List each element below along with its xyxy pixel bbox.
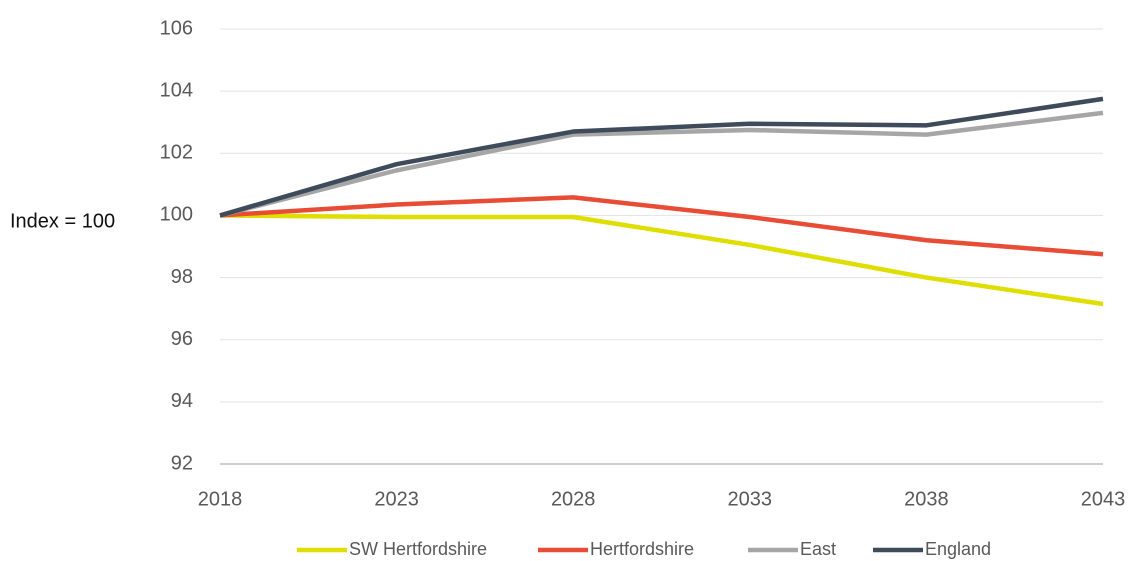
x-tick-label: 2038 (904, 488, 949, 510)
legend-label: Hertfordshire (590, 539, 694, 559)
y-tick-label: 102 (160, 142, 193, 164)
y-tick-label: 100 (160, 204, 193, 226)
x-tick-label: 2018 (198, 488, 243, 510)
series-line (219, 96, 1104, 218)
series-line (219, 195, 1104, 257)
y-tick-label: 98 (171, 266, 193, 288)
legend-label: SW Hertfordshire (349, 539, 487, 559)
legend-label: England (925, 539, 991, 559)
legend: SW Hertfordshire Hertfordshire East England (297, 539, 991, 559)
x-tick-label: 2033 (728, 488, 773, 510)
y-tick-label: 92 (171, 452, 193, 474)
x-tick-label: 2043 (1081, 488, 1126, 510)
x-tick-label: 2028 (551, 488, 596, 510)
y-tick-label: 94 (171, 390, 193, 412)
x-tick-label: 2023 (374, 488, 419, 510)
y-tick-label: 104 (160, 79, 193, 101)
y-tick-label: 106 (160, 17, 193, 39)
series-line (219, 213, 1104, 307)
legend-label: East (800, 539, 836, 559)
y-axis-label: Index = 100 (10, 210, 115, 232)
y-tick-label: 96 (171, 328, 193, 350)
series-line (219, 110, 1104, 218)
